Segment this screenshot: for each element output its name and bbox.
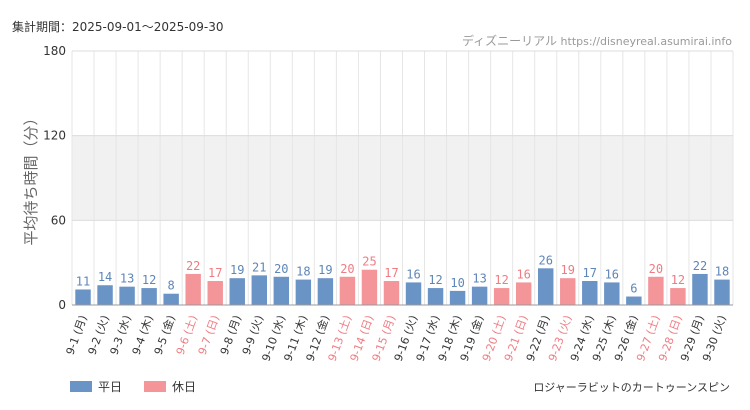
bar (582, 281, 598, 305)
legend-swatch-holiday (144, 381, 167, 392)
bar (361, 269, 378, 305)
bar (317, 278, 334, 305)
bar-value-label: 12 (671, 273, 685, 287)
bar-value-label: 16 (516, 267, 530, 281)
bar-value-label: 8 (168, 279, 175, 293)
bar-value-label: 20 (340, 262, 354, 276)
bar-value-label: 14 (98, 270, 112, 284)
y-axis-title: 平均待ち時間（分） (22, 110, 40, 245)
legend-item-weekday[interactable]: 平日 (70, 378, 122, 395)
legend-label-holiday: 休日 (172, 380, 197, 394)
y-tick-label: 120 (43, 129, 66, 143)
site-name: ディズニーリアル (462, 34, 558, 48)
bar (75, 289, 91, 305)
bar (229, 278, 245, 305)
bar (207, 281, 223, 305)
attraction-name: ロジャーラビットのカートゥーンスピン (533, 381, 730, 394)
bar (692, 273, 708, 305)
bar (626, 296, 642, 305)
bar-value-label: 12 (494, 273, 508, 287)
bar (538, 268, 554, 305)
site-url[interactable]: https://disneyreal.asumirai.info (560, 35, 732, 48)
bar-value-label: 21 (252, 260, 266, 274)
y-tick-label: 180 (43, 44, 66, 58)
bar-value-label: 13 (472, 272, 486, 286)
bar-value-label: 13 (120, 272, 134, 286)
bar-value-label: 18 (715, 265, 729, 279)
bar-value-label: 19 (318, 263, 332, 277)
bar (648, 276, 664, 305)
bar (185, 273, 201, 305)
legend-swatch-weekday (70, 381, 92, 392)
bar-value-label: 22 (186, 259, 200, 273)
bar (339, 276, 356, 305)
y-tick-label: 60 (51, 213, 66, 227)
bar (251, 275, 267, 305)
bar (273, 276, 290, 305)
bar (163, 293, 179, 305)
bar-value-label: 12 (428, 273, 442, 287)
bar (141, 288, 157, 305)
bar (714, 279, 730, 305)
bar (427, 288, 444, 305)
chart-legend: 平日 休日 (70, 378, 218, 395)
bar (383, 281, 400, 305)
bar-value-label: 17 (208, 266, 222, 280)
bar-value-label: 16 (605, 267, 619, 281)
bar-value-label: 11 (76, 274, 90, 288)
y-tick-label: 0 (58, 298, 66, 312)
bar-value-label: 26 (538, 253, 552, 267)
bar-value-label: 20 (649, 262, 663, 276)
bar (604, 282, 620, 305)
bar (515, 282, 532, 305)
bar-value-label: 17 (583, 266, 597, 280)
legend-label-weekday: 平日 (98, 380, 123, 394)
bar (119, 286, 135, 305)
bar-value-label: 16 (406, 267, 420, 281)
bar-value-label: 20 (274, 262, 288, 276)
bar (97, 285, 113, 305)
bar (560, 278, 576, 305)
bar (493, 288, 510, 305)
bar (471, 286, 488, 305)
period-label: 集計期間：2025-09-01～2025-09-30 (12, 20, 224, 34)
bar-value-label: 17 (384, 266, 398, 280)
bar-value-label: 10 (450, 276, 464, 290)
bar-value-label: 19 (230, 263, 244, 277)
site-credit: ディズニーリアル https://disneyreal.asumirai.inf… (462, 32, 732, 49)
bar (670, 288, 686, 305)
bar-value-label: 25 (362, 255, 376, 269)
bar-value-label: 18 (296, 265, 310, 279)
bar-value-label: 12 (142, 273, 156, 287)
bar-value-label: 6 (630, 282, 637, 296)
legend-item-holiday[interactable]: 休日 (144, 378, 196, 395)
bar-value-label: 22 (693, 259, 707, 273)
bar (295, 279, 312, 305)
bar (449, 290, 466, 305)
bar (405, 282, 422, 305)
bar-value-label: 19 (561, 263, 575, 277)
